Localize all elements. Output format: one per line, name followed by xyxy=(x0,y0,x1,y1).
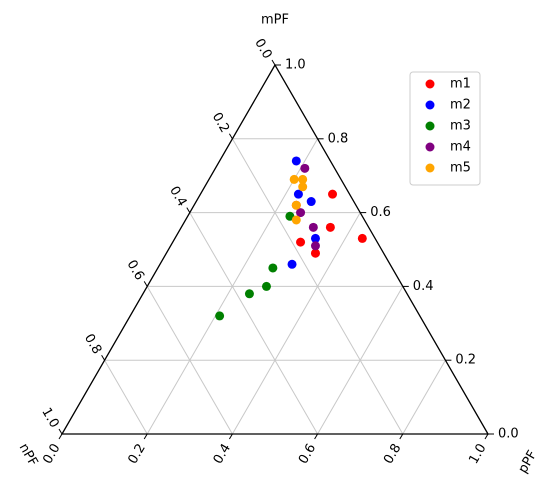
data-point xyxy=(298,174,308,184)
tick-mark xyxy=(228,133,233,140)
data-point xyxy=(289,174,299,184)
grid-line xyxy=(317,286,404,435)
grid-line xyxy=(189,212,319,435)
grid-line xyxy=(231,212,361,435)
legend-label: m5 xyxy=(450,161,471,176)
data-point xyxy=(357,233,367,243)
tick-label: 0.6 xyxy=(124,258,147,283)
grid-line xyxy=(104,359,148,435)
tick-label: 0.2 xyxy=(126,441,149,466)
data-point xyxy=(325,222,335,232)
tick-label: 0.0 xyxy=(498,427,519,442)
data-point xyxy=(328,189,338,199)
data-point xyxy=(296,208,306,218)
legend-label: m1 xyxy=(450,77,471,92)
legend-marker xyxy=(425,79,435,89)
tick-mark xyxy=(58,433,63,440)
tick-mark xyxy=(314,433,319,440)
grid-line xyxy=(402,359,446,435)
data-point xyxy=(291,200,301,210)
legend-marker xyxy=(425,163,435,173)
legend-marker xyxy=(425,142,435,152)
legend-box xyxy=(409,71,481,186)
axis-title: nPF xyxy=(16,441,41,469)
tick-label: 0.4 xyxy=(211,441,234,466)
legend-marker xyxy=(425,121,435,131)
grid-line xyxy=(146,138,319,435)
tick-mark xyxy=(143,281,148,287)
data-point xyxy=(291,215,301,225)
tick-label: 0.0 xyxy=(40,441,63,466)
legend-label: m2 xyxy=(450,98,471,113)
axis-title: mPF xyxy=(261,13,289,28)
tick-label: 0.2 xyxy=(455,353,476,368)
data-point xyxy=(293,189,303,199)
tick-label: 0.8 xyxy=(381,441,404,466)
tick-label: 1.0 xyxy=(285,58,306,73)
data-point xyxy=(310,241,320,251)
tick-label: 0.6 xyxy=(296,441,319,466)
data-point xyxy=(310,248,320,258)
data-point xyxy=(291,156,301,166)
tick-label: 0.6 xyxy=(370,205,391,220)
tick-label: 0.2 xyxy=(209,110,232,135)
tick-label: 0.4 xyxy=(166,184,189,209)
tick-mark xyxy=(271,59,276,66)
tick-mark xyxy=(399,433,404,440)
tick-label: 1.0 xyxy=(38,405,61,430)
data-point xyxy=(310,233,320,243)
data-point xyxy=(268,263,278,273)
tick-label: 0.0 xyxy=(251,36,274,61)
tick-mark xyxy=(484,433,489,440)
tick-label: 0.4 xyxy=(413,279,434,294)
tick-mark xyxy=(58,428,63,435)
tick-label: 0.8 xyxy=(81,331,104,356)
data-point xyxy=(300,163,310,173)
tick-mark xyxy=(101,354,106,361)
tick-mark xyxy=(228,433,233,440)
tick-label: 1.0 xyxy=(466,441,489,466)
data-point xyxy=(298,182,308,192)
legend-label: m4 xyxy=(450,140,471,155)
data-point xyxy=(244,289,254,299)
triangle-frame xyxy=(60,63,490,435)
data-point xyxy=(261,281,271,291)
tick-mark xyxy=(186,207,191,213)
data-point xyxy=(287,259,297,269)
data-point xyxy=(306,197,316,207)
data-point xyxy=(308,222,318,232)
axis-title: pPF xyxy=(516,448,541,476)
legend-marker xyxy=(425,100,435,110)
data-point xyxy=(215,311,225,321)
tick-mark xyxy=(143,433,148,440)
data-point xyxy=(296,237,306,247)
legend-label: m3 xyxy=(450,119,471,134)
tick-label: 0.8 xyxy=(328,131,349,146)
